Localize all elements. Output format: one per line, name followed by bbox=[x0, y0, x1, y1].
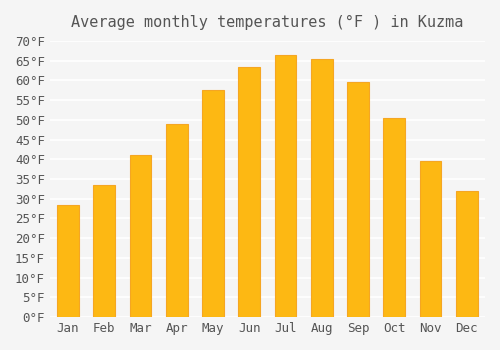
Bar bbox=[456, 191, 477, 317]
Bar bbox=[384, 118, 405, 317]
Bar bbox=[166, 124, 188, 317]
Bar bbox=[238, 66, 260, 317]
Bar bbox=[274, 55, 296, 317]
Title: Average monthly temperatures (°F ) in Kuzma: Average monthly temperatures (°F ) in Ku… bbox=[71, 15, 464, 30]
Bar bbox=[347, 82, 369, 317]
Bar bbox=[311, 59, 332, 317]
Bar bbox=[94, 185, 115, 317]
Bar bbox=[130, 155, 152, 317]
Bar bbox=[202, 90, 224, 317]
Bar bbox=[57, 205, 79, 317]
Bar bbox=[420, 161, 442, 317]
